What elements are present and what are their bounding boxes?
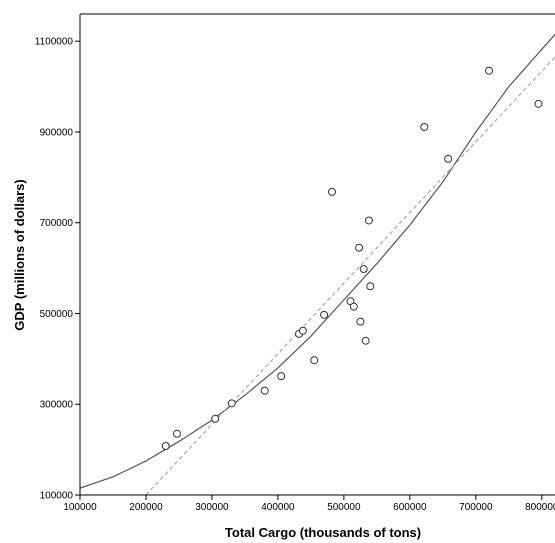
x-axis-title: Total Cargo (thousands of tons) [225, 525, 421, 540]
linear-fit-line [145, 56, 555, 495]
x-tick-label: 500000 [327, 502, 361, 513]
data-point [356, 317, 365, 326]
axes: 100000 200000 300000 400000 500000 600000 7000… [35, 13, 555, 513]
data-point [277, 372, 286, 381]
y-tick-label: 500000 [40, 309, 74, 320]
data-point [172, 429, 181, 438]
plot-content [80, 34, 555, 495]
data-point [534, 99, 543, 108]
y-tick-label: 700000 [40, 218, 74, 229]
data-point [355, 243, 364, 252]
curve-fit-line [80, 34, 555, 489]
y-axis-title: GDP (millions of dollars) [12, 179, 27, 330]
y-tick-label: 900000 [40, 127, 74, 138]
data-point [366, 282, 375, 291]
data-point [485, 66, 494, 75]
y-tick-label: 300000 [40, 400, 74, 411]
data-point [298, 326, 307, 335]
data-point [227, 399, 236, 408]
data-point [310, 356, 319, 365]
data-point [364, 216, 373, 225]
x-tick-label: 300000 [195, 502, 229, 513]
y-tick-label: 100000 [40, 491, 74, 502]
x-tick-label: 600000 [393, 502, 427, 513]
x-tick-label: 200000 [129, 502, 163, 513]
data-point [349, 302, 358, 311]
data-point [328, 187, 337, 196]
x-tick-label: 400000 [261, 502, 295, 513]
data-point [260, 386, 269, 395]
plot-area [80, 34, 555, 495]
data-point [359, 265, 368, 274]
x-tick-label: 100000 [63, 502, 97, 513]
x-tick-label: 700000 [459, 502, 493, 513]
data-point [211, 414, 220, 423]
y-tick-label: 1100000 [35, 37, 74, 48]
x-tick-label: 800000 [525, 502, 555, 513]
data-point [444, 154, 453, 163]
data-point [320, 310, 329, 319]
data-point [161, 441, 170, 450]
data-point [420, 122, 429, 131]
data-point [361, 336, 370, 345]
